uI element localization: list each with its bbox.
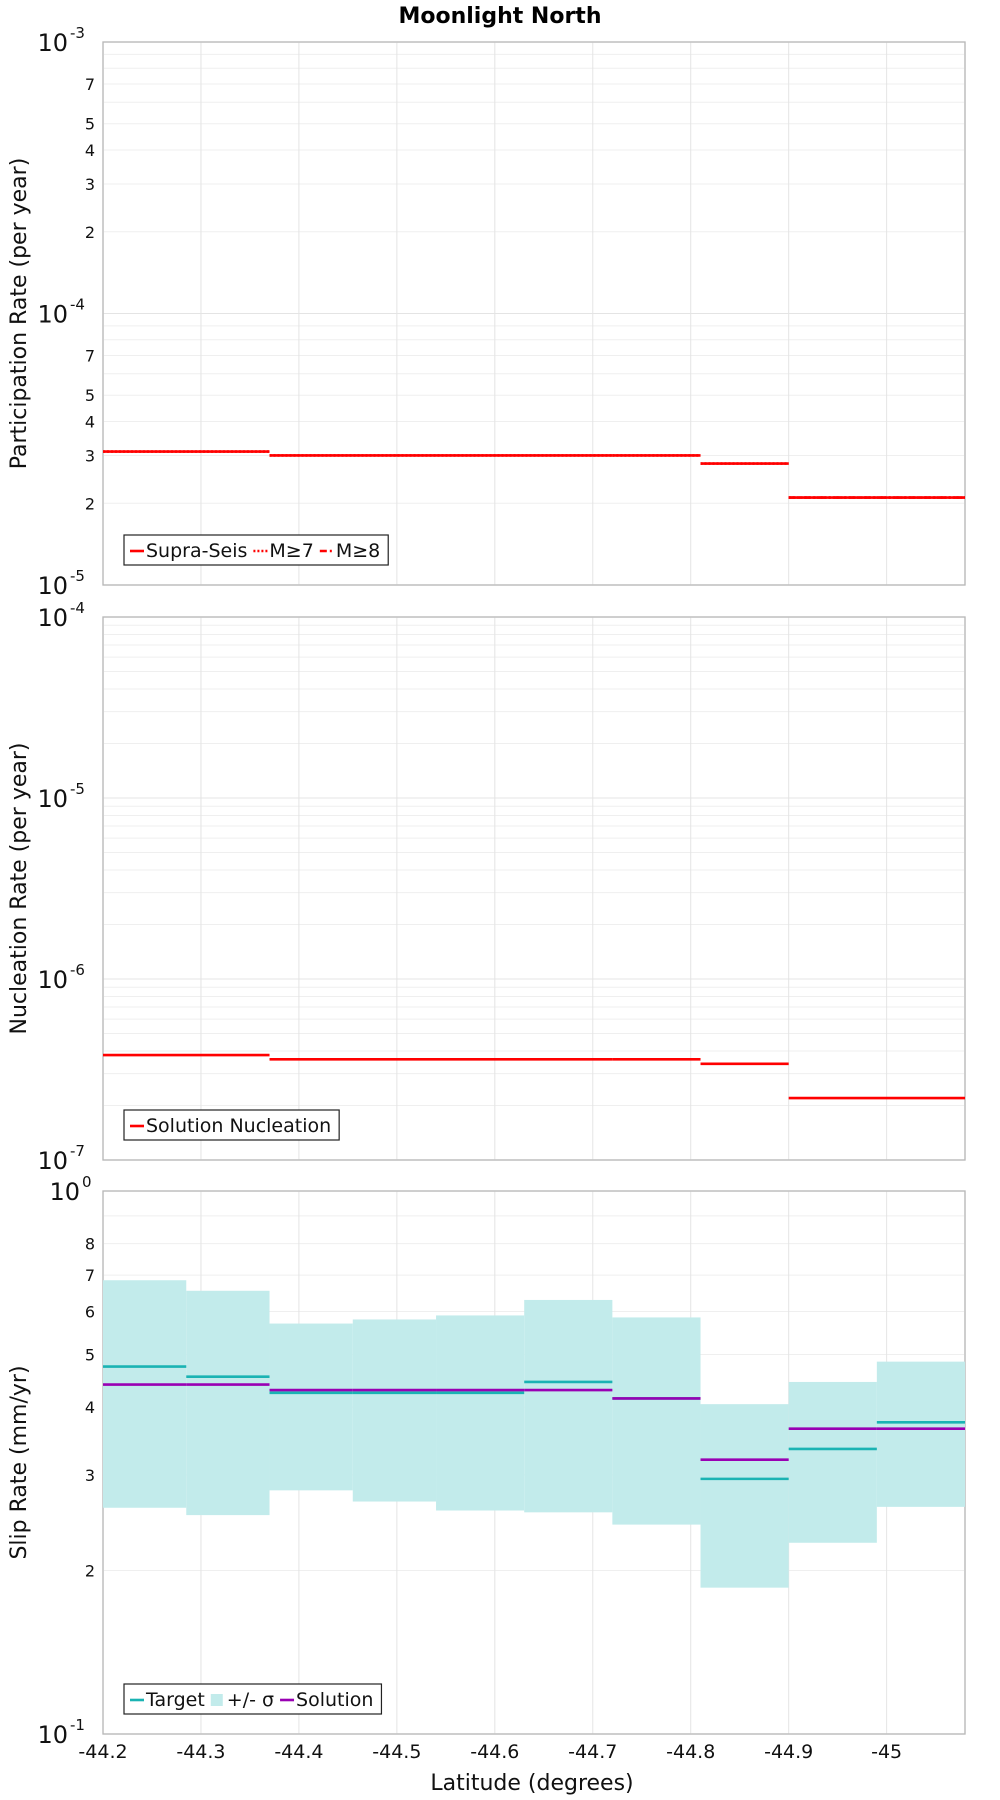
y-minor-tick-label: 5: [85, 386, 95, 405]
y-tick-exponent: 0: [82, 1173, 92, 1191]
legend-entry: Solution: [296, 1689, 373, 1711]
x-tick-label: -44.4: [274, 1741, 323, 1763]
sigma-band-segment: [700, 1404, 789, 1588]
sigma-band-segment: [352, 1319, 437, 1502]
y-minor-tick-label: 4: [85, 1398, 95, 1417]
plot-area: [102, 616, 966, 1161]
y-minor-tick-label: 3: [85, 1466, 95, 1485]
y-tick-label: 10: [37, 1721, 68, 1749]
y-minor-tick-label: 5: [85, 1345, 95, 1364]
legend-box: [123, 1683, 383, 1715]
legend-entry: M≥8: [336, 540, 380, 562]
y-tick-exponent: -7: [70, 1142, 85, 1160]
x-tick-label: -44.5: [372, 1741, 421, 1763]
y-tick-label: 10: [37, 1147, 68, 1175]
x-tick-label: -45: [871, 1741, 902, 1763]
legend-entry: Target: [145, 1689, 205, 1711]
y-minor-tick-label: 4: [85, 413, 95, 432]
series-solution-nucleation: [103, 1053, 965, 1100]
chart-title: Moonlight North: [398, 4, 601, 29]
y-tick-label: 10: [37, 966, 68, 994]
x-tick-label: -44.9: [764, 1741, 813, 1763]
legend-box: [123, 534, 389, 566]
y-minor-tick-label: 2: [85, 1562, 95, 1581]
y-axis-title: Slip Rate (mm/yr): [7, 1365, 32, 1559]
y-axis-title: Participation Rate (per year): [7, 158, 32, 470]
y-tick-exponent: -5: [70, 780, 85, 798]
y-tick-exponent: -6: [70, 961, 85, 979]
legend-swatch: [210, 1694, 223, 1706]
y-minor-tick-label: 5: [85, 115, 95, 134]
y-minor-tick-label: 7: [85, 75, 95, 94]
y-tick-label: 10: [37, 301, 68, 329]
legend-box: [123, 1109, 340, 1141]
plot-frame: [102, 616, 966, 1161]
legend-entry: Solution Nucleation: [146, 1115, 331, 1137]
legend-entry: +/- σ: [227, 1689, 274, 1711]
plot-frame: [102, 41, 966, 586]
y-tick-label: 10: [37, 785, 68, 813]
y-minor-tick-label: 7: [85, 1266, 95, 1285]
sigma-band-segment: [876, 1361, 965, 1507]
y-tick-label: 10: [49, 1178, 80, 1206]
sigma-band-segment: [436, 1315, 525, 1511]
y-minor-tick-label: 3: [85, 175, 95, 194]
x-tick-label: -44.7: [568, 1741, 617, 1763]
sigma-band-segment: [524, 1299, 613, 1513]
y-minor-tick-label: 2: [85, 223, 95, 242]
y-minor-tick-label: 7: [85, 347, 95, 366]
y-minor-tick-label: 8: [85, 1235, 95, 1254]
sigma-band: [103, 1280, 965, 1588]
y-minor-tick-label: 6: [85, 1302, 95, 1321]
y-tick-label: 10: [37, 572, 68, 600]
legend-entry: Supra-Seis: [146, 540, 247, 562]
x-tick-label: -44.3: [176, 1741, 225, 1763]
sigma-band-segment: [269, 1323, 353, 1491]
legend: Supra-Seis M≥7 M≥8: [123, 534, 389, 566]
y-tick-label: 10: [37, 29, 68, 57]
sigma-band-segment: [186, 1290, 270, 1516]
x-axis-title: Latitude (degrees): [430, 1771, 633, 1796]
sigma-band-segment: [788, 1381, 877, 1543]
series-m-7: [103, 450, 965, 499]
x-tick-label: -44.2: [78, 1741, 127, 1763]
y-axis-title: Nucleation Rate (per year): [7, 743, 32, 1035]
y-tick-exponent: -4: [70, 296, 85, 314]
sigma-band-segment: [612, 1317, 701, 1525]
x-tick-label: -44.8: [666, 1741, 715, 1763]
y-tick-exponent: -5: [70, 567, 85, 585]
legend: Solution Nucleation: [123, 1109, 340, 1141]
sigma-band-segment: [103, 1280, 187, 1508]
y-tick-exponent: -1: [70, 1716, 85, 1734]
series-solution: [103, 1383, 965, 1462]
y-minor-tick-label: 4: [85, 141, 95, 160]
y-minor-tick-label: 2: [85, 494, 95, 513]
x-tick-label: -44.6: [470, 1741, 519, 1763]
y-minor-tick-label: 3: [85, 446, 95, 465]
y-tick-exponent: -3: [70, 24, 85, 42]
y-tick-label: 10: [37, 604, 68, 632]
legend-entry: M≥7: [269, 540, 313, 562]
y-tick-exponent: -4: [70, 599, 85, 617]
legend: Target +/- σ Solution: [123, 1683, 383, 1715]
